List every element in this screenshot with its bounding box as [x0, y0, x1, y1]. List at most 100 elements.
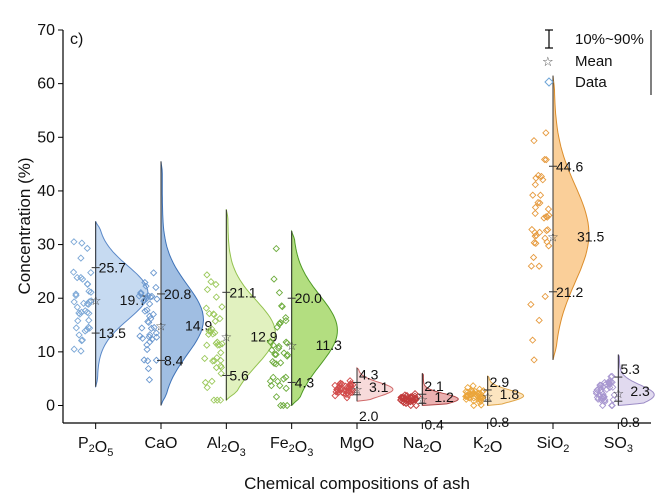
data-point [345, 383, 353, 391]
mean-star: ☆ [613, 387, 625, 402]
data-point [407, 401, 415, 410]
data-point [608, 401, 616, 410]
data-point [475, 391, 484, 400]
data-point [153, 295, 161, 303]
data-point [70, 298, 78, 306]
data-point [269, 373, 277, 382]
data-point [532, 239, 540, 247]
data-point [146, 331, 154, 339]
data-point [610, 391, 618, 399]
data-point [203, 285, 212, 294]
y-axis-ticks: 0 10 20 30 40 50 60 70 [37, 22, 63, 415]
data-point [540, 214, 548, 222]
violin-shape [291, 229, 338, 406]
value-label: 13.5 [99, 325, 126, 341]
data-point [273, 377, 282, 385]
data-point [535, 316, 543, 324]
data-point [136, 332, 144, 340]
data-point [144, 364, 153, 373]
data-point [277, 401, 285, 410]
data-point [599, 382, 607, 391]
value-label: 0.8 [490, 414, 510, 430]
value-label: 5.3 [620, 361, 640, 377]
data-point [216, 362, 225, 370]
data-point [135, 292, 143, 300]
data-point [270, 359, 278, 367]
data-point [469, 389, 477, 398]
data-point [205, 327, 213, 335]
data-point [218, 340, 226, 348]
legend: 10%~90% ☆ Mean Data [542, 29, 644, 91]
data-point [469, 382, 477, 390]
data-point [137, 289, 145, 297]
data-point [69, 268, 78, 276]
mean-star: ☆ [90, 294, 102, 309]
data-point [467, 387, 476, 395]
y-axis-title: Concentration (%) [15, 157, 34, 294]
data-point [207, 278, 215, 286]
data-point [81, 327, 89, 335]
data-point [476, 394, 484, 402]
data-point [536, 191, 545, 199]
data-point [209, 357, 217, 365]
data-point [204, 330, 213, 339]
value-label: 8.4 [164, 352, 184, 368]
data-point [531, 181, 539, 189]
x-tick-label: K2O [473, 435, 502, 456]
mean-star: ☆ [221, 330, 233, 345]
data-point [464, 383, 472, 392]
data-point [462, 395, 470, 403]
data-point [528, 225, 536, 234]
value-label: 44.6 [556, 158, 583, 174]
value-label: 12.9 [250, 328, 277, 344]
data-point [216, 341, 224, 349]
data-point [80, 299, 88, 307]
data-point [145, 300, 154, 308]
data-point [72, 290, 80, 298]
data-point [606, 383, 614, 392]
legend-item-range: 10%~90% [545, 29, 644, 49]
data-point [141, 278, 149, 287]
data-point [218, 303, 226, 311]
y-tick-label: 20 [37, 290, 55, 307]
data-point [531, 209, 539, 218]
data-point [348, 385, 356, 393]
data-point [406, 395, 414, 403]
data-point [73, 273, 81, 282]
data-point [528, 336, 537, 344]
y-tick-label: 30 [37, 237, 55, 254]
data-point [77, 254, 85, 262]
data-point [397, 396, 405, 404]
panel-label: c) [70, 31, 83, 48]
violin-group: ☆ 20.8 14.9 8.4 [135, 161, 212, 406]
value-label: 21.1 [229, 284, 256, 300]
data-point [536, 199, 544, 207]
data-point [542, 156, 550, 164]
data-point [85, 287, 93, 295]
data-point [75, 331, 83, 339]
data-point [609, 396, 617, 404]
data-point [530, 137, 538, 145]
diamond-icon [544, 77, 554, 87]
data-point [138, 324, 146, 332]
data-point [463, 392, 471, 400]
data-point [527, 262, 536, 270]
data-point [592, 389, 601, 398]
data-point [203, 383, 211, 392]
y-tick-label: 50 [37, 129, 55, 146]
data-point [275, 342, 283, 351]
data-point [411, 392, 419, 400]
mean-star: ☆ [417, 393, 429, 408]
data-point [85, 298, 93, 306]
data-point [534, 198, 542, 207]
data-point [212, 280, 220, 289]
violin-shape [487, 375, 525, 406]
data-point [603, 385, 611, 394]
data-point [202, 304, 210, 312]
data-point [278, 303, 286, 311]
value-label: 2.1 [424, 378, 444, 394]
data-point [217, 349, 225, 357]
data-point [537, 172, 545, 181]
data-point [412, 401, 420, 410]
